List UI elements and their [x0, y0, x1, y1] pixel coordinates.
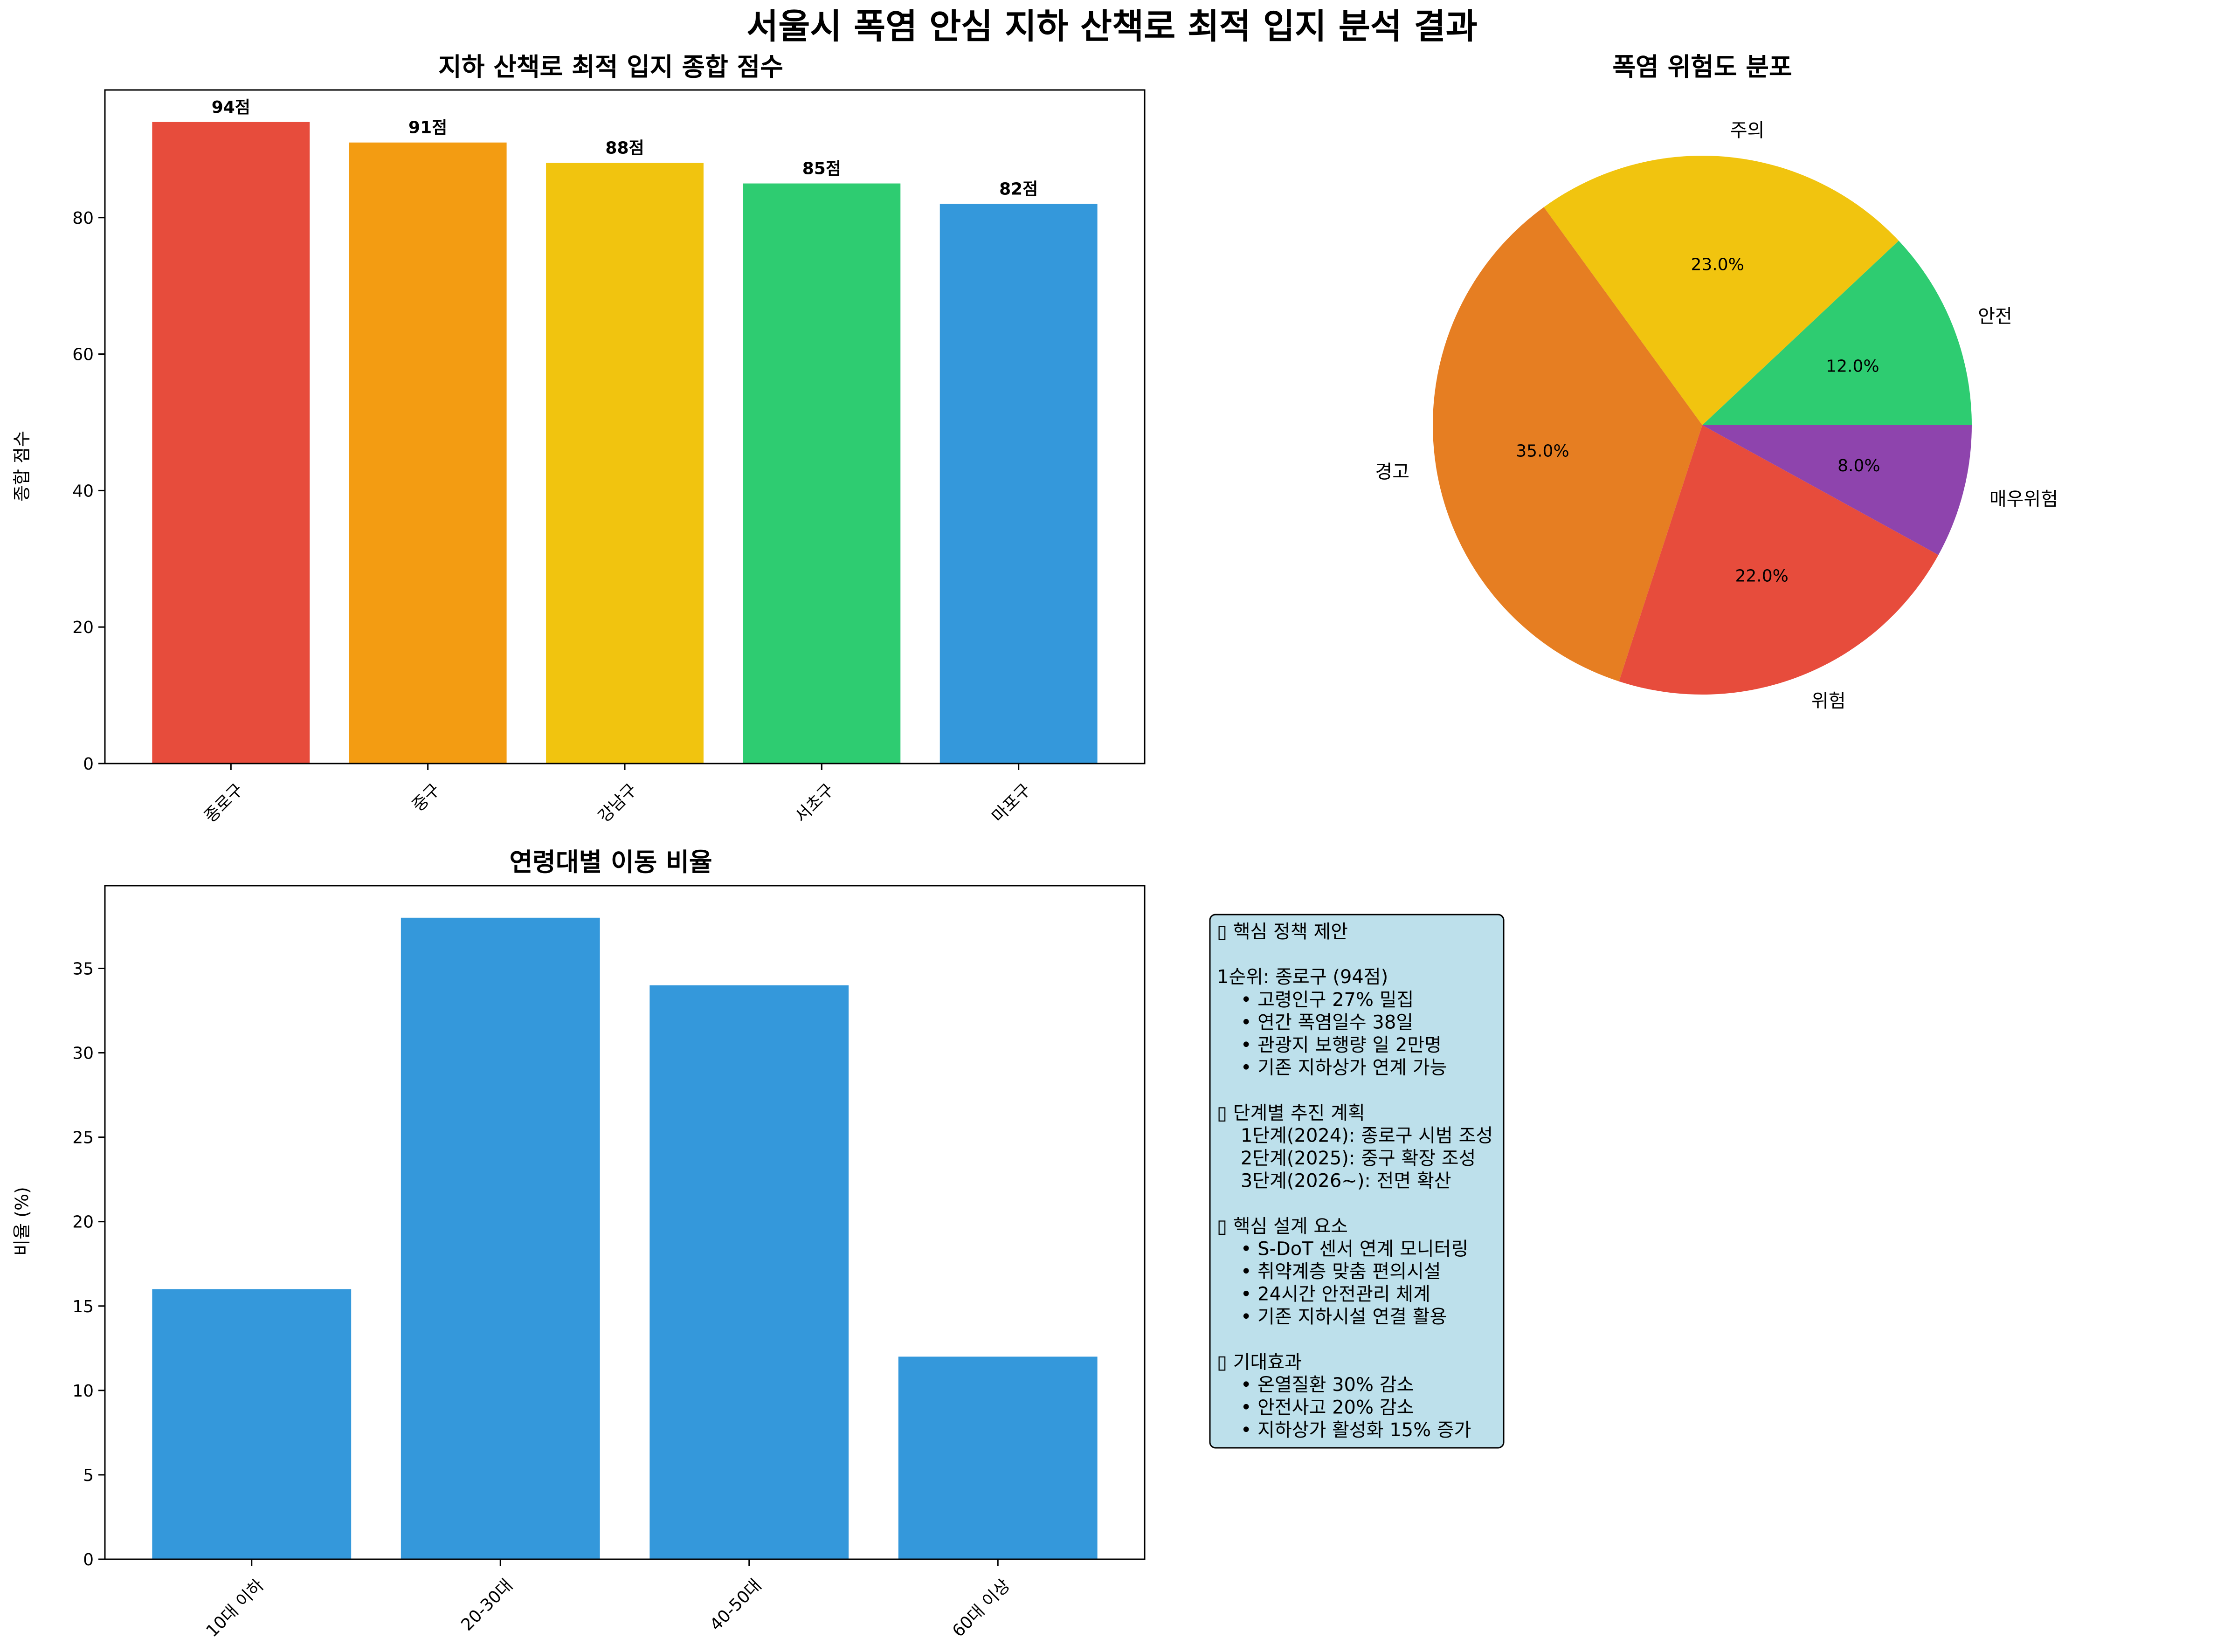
heat-risk-pie-chart: 폭염 위험도 분포 12.0% 안전 23.0% 주의 35.0% 경고 22.0% 위험 8.… [1375, 52, 2058, 712]
pie-category-label: 위험 [1811, 690, 1846, 712]
pie-slice [1619, 425, 1939, 695]
policy-proposal-box: ▯ 핵심 정책 제안 1순위: 종로구 (94점) • 고령인구 27% 밀집 •… [1209, 914, 1505, 1449]
score-bar [546, 163, 704, 764]
pie-slice [1702, 241, 1972, 425]
policy-line: 3단계(2026~): 전면 확산 [1217, 1170, 1451, 1192]
score-plot-frame [104, 89, 1146, 764]
policy-line: • 관광지 보행량 일 2만명 [1217, 1034, 1442, 1056]
policy-text: ▯ 핵심 정책 제안 1순위: 종로구 (94점) • 고령인구 27% 밀집 •… [1217, 921, 1493, 1441]
age-bar [401, 917, 600, 1559]
score-chart-ylabel: 종합 점수 [12, 431, 32, 502]
pie-slice [1544, 156, 1899, 425]
pie-category-label: 매우위험 [1989, 489, 2058, 510]
age-y-tick-label: 30 [72, 1044, 94, 1063]
age-bars [152, 917, 1098, 1559]
policy-line: • 연간 폭염일수 38일 [1217, 1012, 1413, 1033]
policy-line: • S-DoT 센서 연계 모니터링 [1217, 1238, 1468, 1260]
policy-line: • 기존 지하시설 연결 활용 [1217, 1306, 1447, 1328]
score-data-label: 85점 [802, 159, 841, 179]
score-bar [939, 204, 1098, 764]
score-data-label: 82점 [999, 179, 1038, 199]
age-chart-title: 연령대별 이동 비율 [509, 847, 712, 877]
score-bars: 94점 91점 88점 85점 82점 [152, 98, 1098, 764]
score-data-label: 94점 [212, 98, 250, 117]
score-y-tick-label: 60 [72, 345, 94, 365]
figure-title: 서울시 폭염 안심 지하 산책로 최적 입지 분석 결과 [746, 7, 1478, 47]
policy-line: • 지하상가 활성화 15% 증가 [1217, 1419, 1471, 1441]
score-bar [349, 142, 507, 764]
score-y-tick-label: 0 [83, 755, 94, 774]
score-data-label: 88점 [605, 139, 644, 158]
age-y-tick-label: 35 [72, 959, 94, 978]
pie-chart-title: 폭염 위험도 분포 [1612, 52, 1792, 82]
age-y-tick-label: 25 [72, 1129, 94, 1148]
pie-labels: 12.0% 안전 23.0% 주의 35.0% 경고 22.0% 위험 8.0% 매우위험 [1375, 120, 2058, 712]
pie-percent-label: 8.0% [1837, 456, 1880, 475]
policy-line: ▯ 핵심 설계 요소 [1217, 1216, 1348, 1237]
pie-category-label: 경고 [1375, 461, 1409, 482]
policy-line: • 24시간 안전관리 체계 [1217, 1284, 1430, 1305]
pie-category-label: 주의 [1730, 120, 1765, 141]
score-bar [152, 122, 310, 764]
policy-line: • 온열질환 30% 감소 [1217, 1374, 1414, 1396]
pie-category-label: 안전 [1978, 306, 2012, 327]
score-y-tick-label: 40 [72, 482, 94, 501]
policy-line: ▯ 단계별 추진 계획 [1217, 1102, 1365, 1124]
age-y-tick-label: 10 [72, 1382, 94, 1401]
policy-line: • 고령인구 27% 밀집 [1217, 989, 1414, 1011]
age-chart-ylabel: 비율 (%) [12, 1187, 32, 1256]
policy-box-background [1209, 914, 1505, 1449]
policy-line: • 안전사고 20% 감소 [1217, 1397, 1414, 1418]
pie-slice [1702, 425, 1972, 555]
score-y-tick-label: 80 [72, 209, 94, 228]
policy-line: 2단계(2025): 중구 확장 조성 [1217, 1148, 1476, 1169]
age-y-tick-label: 0 [83, 1550, 94, 1569]
score-chart-title: 지하 산책로 최적 입지 종합 점수 [438, 52, 783, 82]
pie-percent-label: 12.0% [1826, 357, 1879, 376]
age-y-tick-label: 15 [72, 1297, 94, 1316]
pie-percent-label: 23.0% [1691, 255, 1744, 275]
age-bar [152, 1289, 352, 1559]
policy-line: 1단계(2024): 종로구 시범 조성 [1217, 1125, 1493, 1146]
score-data-label: 91점 [408, 118, 447, 138]
score-y-tick-label: 20 [72, 618, 94, 637]
pie-percent-label: 35.0% [1516, 441, 1569, 461]
age-y-tick-label: 5 [83, 1466, 94, 1485]
policy-line: ▯ 기대효과 [1217, 1351, 1302, 1373]
score-bar-chart: 지하 산책로 최적 입지 종합 점수 종합 점수 94점 91점 88점 85점 82점… [12, 52, 1146, 826]
age-bar [898, 1356, 1098, 1559]
age-plot-frame [104, 885, 1146, 1560]
pie-percent-label: 22.0% [1735, 566, 1788, 585]
pie-slice [1433, 207, 1702, 681]
policy-line: ▯ 핵심 정책 제안 [1217, 921, 1348, 943]
score-bar [743, 183, 901, 764]
policy-line: 1순위: 종로구 (94점) [1217, 966, 1388, 988]
age-y-tick-label: 20 [72, 1213, 94, 1232]
policy-line: • 취약계층 맞춤 편의시설 [1217, 1261, 1441, 1282]
policy-line: • 기존 지하상가 연계 가능 [1217, 1057, 1447, 1079]
age-bar [649, 985, 849, 1559]
pie-slices [1433, 156, 1972, 695]
